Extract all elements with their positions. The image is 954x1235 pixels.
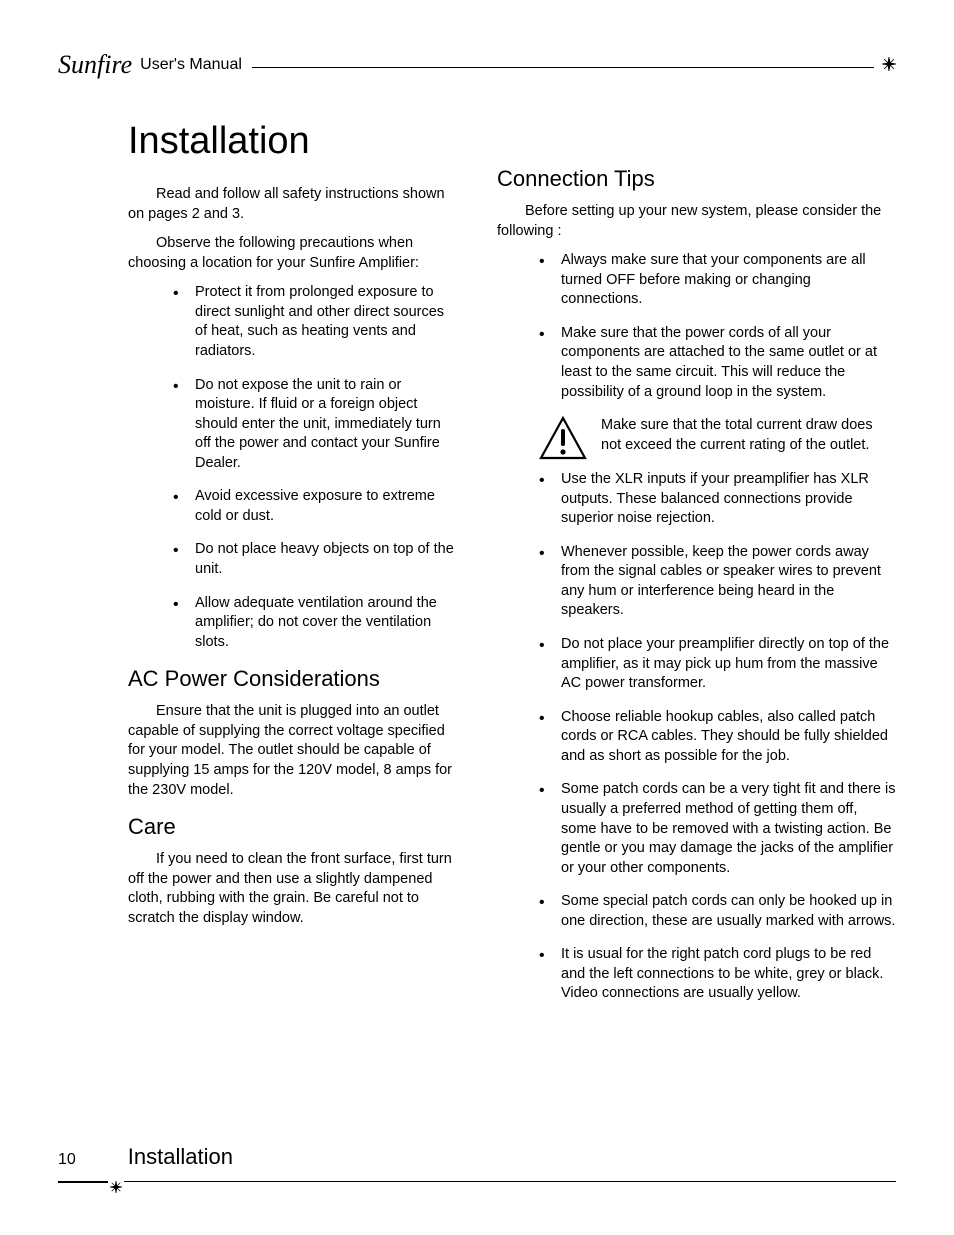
list-item: Choose reliable hookup cables, also call… xyxy=(539,708,896,767)
page-title: Installation xyxy=(58,120,457,163)
warning-icon xyxy=(539,416,587,460)
intro-para-1: Read and follow all safety instructions … xyxy=(58,185,457,224)
page-header: Sunfire User's Manual xyxy=(58,50,896,80)
left-column: Installation Read and follow all safety … xyxy=(58,120,457,1018)
star-icon xyxy=(110,1181,122,1196)
tips-list-1: Always make sure that your components ar… xyxy=(497,251,896,402)
warning-callout: Make sure that the total current draw do… xyxy=(497,416,896,460)
care-body: If you need to clean the front surface, … xyxy=(58,850,457,928)
page-footer: 10 Installation xyxy=(58,1144,896,1189)
connection-tips-heading: Connection Tips xyxy=(497,166,896,192)
list-item: Allow adequate ventilation around the am… xyxy=(173,594,457,653)
precaution-list: Protect it from prolonged exposure to di… xyxy=(58,283,457,652)
ac-power-body: Ensure that the unit is plugged into an … xyxy=(58,702,457,800)
footer-section-title: Installation xyxy=(128,1144,233,1170)
list-item: Do not expose the unit to rain or moistu… xyxy=(173,376,457,474)
list-item: Some special patch cords can only be hoo… xyxy=(539,892,896,931)
tips-intro: Before setting up your new system, pleas… xyxy=(497,202,896,241)
content-columns: Installation Read and follow all safety … xyxy=(58,120,896,1018)
tips-list-2: Use the XLR inputs if your preamplifier … xyxy=(497,470,896,1004)
list-item: Use the XLR inputs if your preamplifier … xyxy=(539,470,896,529)
list-item: Whenever possible, keep the power cords … xyxy=(539,543,896,621)
header-rule xyxy=(252,67,874,68)
intro-para-2: Observe the following precautions when c… xyxy=(58,234,457,273)
list-item: Do not place your preamplifier directly … xyxy=(539,635,896,694)
list-item: Make sure that the power cords of all yo… xyxy=(539,324,896,402)
list-item: Always make sure that your components ar… xyxy=(539,251,896,310)
right-column: Connection Tips Before setting up your n… xyxy=(497,120,896,1018)
footer-rule-short xyxy=(58,1181,108,1183)
list-item: Do not place heavy objects on top of the… xyxy=(173,540,457,579)
list-item: Protect it from prolonged exposure to di… xyxy=(173,283,457,361)
list-item: Some patch cords can be a very tight fit… xyxy=(539,780,896,878)
warning-text: Make sure that the total current draw do… xyxy=(601,416,896,455)
star-icon xyxy=(882,56,896,74)
page-number: 10 xyxy=(58,1151,76,1169)
brand-logo: Sunfire xyxy=(58,50,132,80)
list-item: Avoid excessive exposure to extreme cold… xyxy=(173,487,457,526)
care-heading: Care xyxy=(58,814,457,840)
ac-power-heading: AC Power Considerations xyxy=(58,666,457,692)
manual-label: User's Manual xyxy=(140,56,242,74)
list-item: It is usual for the right patch cord plu… xyxy=(539,945,896,1004)
footer-rule-long xyxy=(124,1181,896,1182)
